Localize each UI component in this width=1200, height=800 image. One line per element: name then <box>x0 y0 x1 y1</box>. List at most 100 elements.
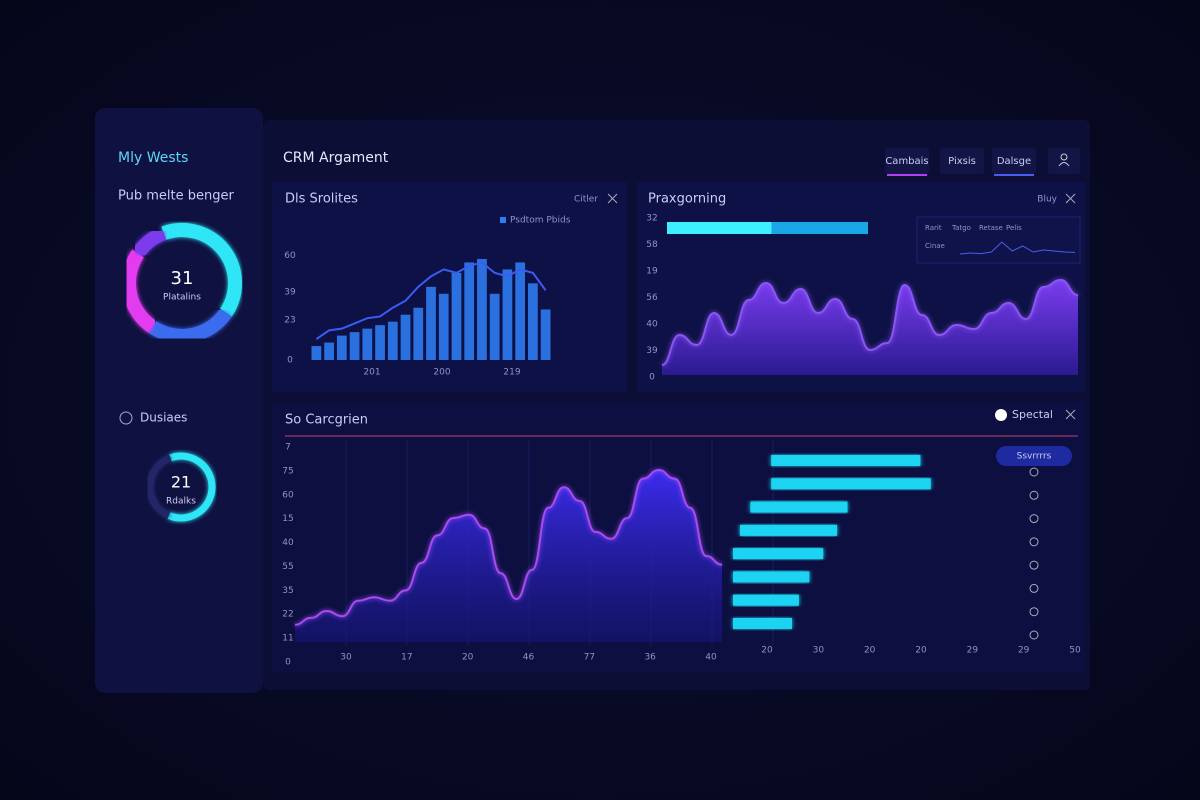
tab-label[interactable]: Dalsge <box>997 156 1031 167</box>
tab[interactable]: Dalsge <box>992 148 1036 176</box>
line <box>315 261 547 340</box>
bar <box>324 342 334 360</box>
area <box>295 470 722 642</box>
y-tick-label: 11 <box>282 634 293 644</box>
y-tick-label: 60 <box>284 251 296 261</box>
y-tick-label: 0 <box>285 658 291 668</box>
panel-title: Praxgorning <box>648 192 726 207</box>
y-tick-label: 7 <box>285 443 291 453</box>
donut-segment <box>132 226 167 258</box>
row-icon <box>1029 560 1039 570</box>
y-tick-label: 32 <box>646 214 657 224</box>
sidebar-title: Mly Wests <box>118 150 188 166</box>
tab-bg[interactable] <box>992 148 1036 174</box>
legend-swatch <box>500 217 506 223</box>
x-tick-label: 20 <box>462 653 474 663</box>
row-icon <box>1029 583 1039 593</box>
user-button[interactable] <box>1048 148 1080 174</box>
header-title: CRM Argament <box>283 150 389 166</box>
range-bar <box>733 571 810 583</box>
close-icon[interactable] <box>1065 193 1076 204</box>
bar <box>387 321 398 360</box>
donut-label: Rdalks <box>166 497 196 507</box>
y-tick-label: 39 <box>646 346 658 356</box>
bar <box>464 262 475 360</box>
donut-value: 31 <box>171 268 194 289</box>
tab-bg[interactable] <box>885 148 929 174</box>
bar <box>477 258 487 360</box>
panel <box>272 182 627 392</box>
tab-bg[interactable] <box>940 148 984 174</box>
row-icon <box>1029 537 1039 547</box>
range-bar <box>750 501 848 513</box>
x-tick-label: 29 <box>1018 646 1030 656</box>
icon <box>119 411 133 425</box>
close-icon[interactable] <box>607 193 618 204</box>
row-icon <box>1029 630 1039 640</box>
bar <box>349 332 360 360</box>
x-tick-label: 20 <box>864 646 876 656</box>
y-tick-label: 19 <box>646 267 658 277</box>
inset-sublabel: Cinae <box>925 242 945 250</box>
y-tick-label: 0 <box>287 356 293 366</box>
panel-action[interactable]: Spectal <box>1012 408 1053 421</box>
panel-action[interactable]: Bluy <box>1037 195 1057 205</box>
tab-label[interactable]: Cambais <box>885 156 928 167</box>
y-tick-label: 75 <box>282 466 293 476</box>
bar <box>311 346 322 360</box>
y-tick-label: 22 <box>282 610 293 620</box>
tab[interactable]: Cambais <box>885 148 929 176</box>
y-tick-label: 40 <box>646 320 658 330</box>
inset-label: Retase <box>979 224 1003 232</box>
icon <box>995 409 1007 421</box>
progress-segment <box>667 222 772 234</box>
x-tick-label: 20 <box>761 646 773 656</box>
y-tick-label: 15 <box>282 514 293 524</box>
y-tick-label: 60 <box>282 490 294 500</box>
bar <box>540 309 551 360</box>
x-tick-label: 30 <box>340 653 352 663</box>
button[interactable] <box>996 446 1072 466</box>
bar <box>502 269 513 360</box>
button-label[interactable]: Ssvrrrrs <box>1017 452 1052 462</box>
bar <box>515 262 526 360</box>
y-tick-label: 35 <box>282 586 293 596</box>
bar <box>336 335 347 360</box>
inset-label: Pelis <box>1006 224 1022 232</box>
range-bar <box>733 594 799 606</box>
inset <box>916 216 1081 264</box>
progress-segment <box>771 222 868 234</box>
range-bar <box>733 618 792 629</box>
range-bar <box>733 548 824 560</box>
panel-title: Dls Srolites <box>285 192 358 207</box>
inset-label: Rarit <box>925 224 942 232</box>
panel-action[interactable]: Citler <box>574 195 598 205</box>
bar <box>451 272 462 360</box>
row-icon <box>1029 607 1039 617</box>
y-tick-label: 56 <box>646 293 658 303</box>
donut-segment <box>161 223 242 317</box>
legend-label: Psdtom Pbids <box>510 216 571 226</box>
y-tick-label: 55 <box>282 562 293 572</box>
x-tick-label: 17 <box>401 653 412 663</box>
user-bg[interactable] <box>1048 148 1080 174</box>
y-tick-label: 40 <box>282 538 294 548</box>
bar <box>400 314 411 360</box>
tab-label[interactable]: Pixsis <box>948 156 976 167</box>
row-icon <box>1029 467 1039 477</box>
range-bar <box>771 455 921 466</box>
area-line <box>294 468 723 626</box>
donut-segment <box>146 454 172 519</box>
bar <box>362 328 373 360</box>
y-tick-label: 23 <box>284 315 295 325</box>
row-icon <box>1029 490 1039 500</box>
y-tick-label: 0 <box>649 373 655 383</box>
user-icon <box>1060 153 1068 161</box>
tab[interactable]: Pixsis <box>940 148 984 174</box>
close-icon[interactable] <box>1065 409 1076 420</box>
x-tick-label: 36 <box>644 653 656 663</box>
bar <box>413 307 424 360</box>
x-tick-label: 201 <box>363 368 380 378</box>
row-icon <box>1029 514 1039 524</box>
